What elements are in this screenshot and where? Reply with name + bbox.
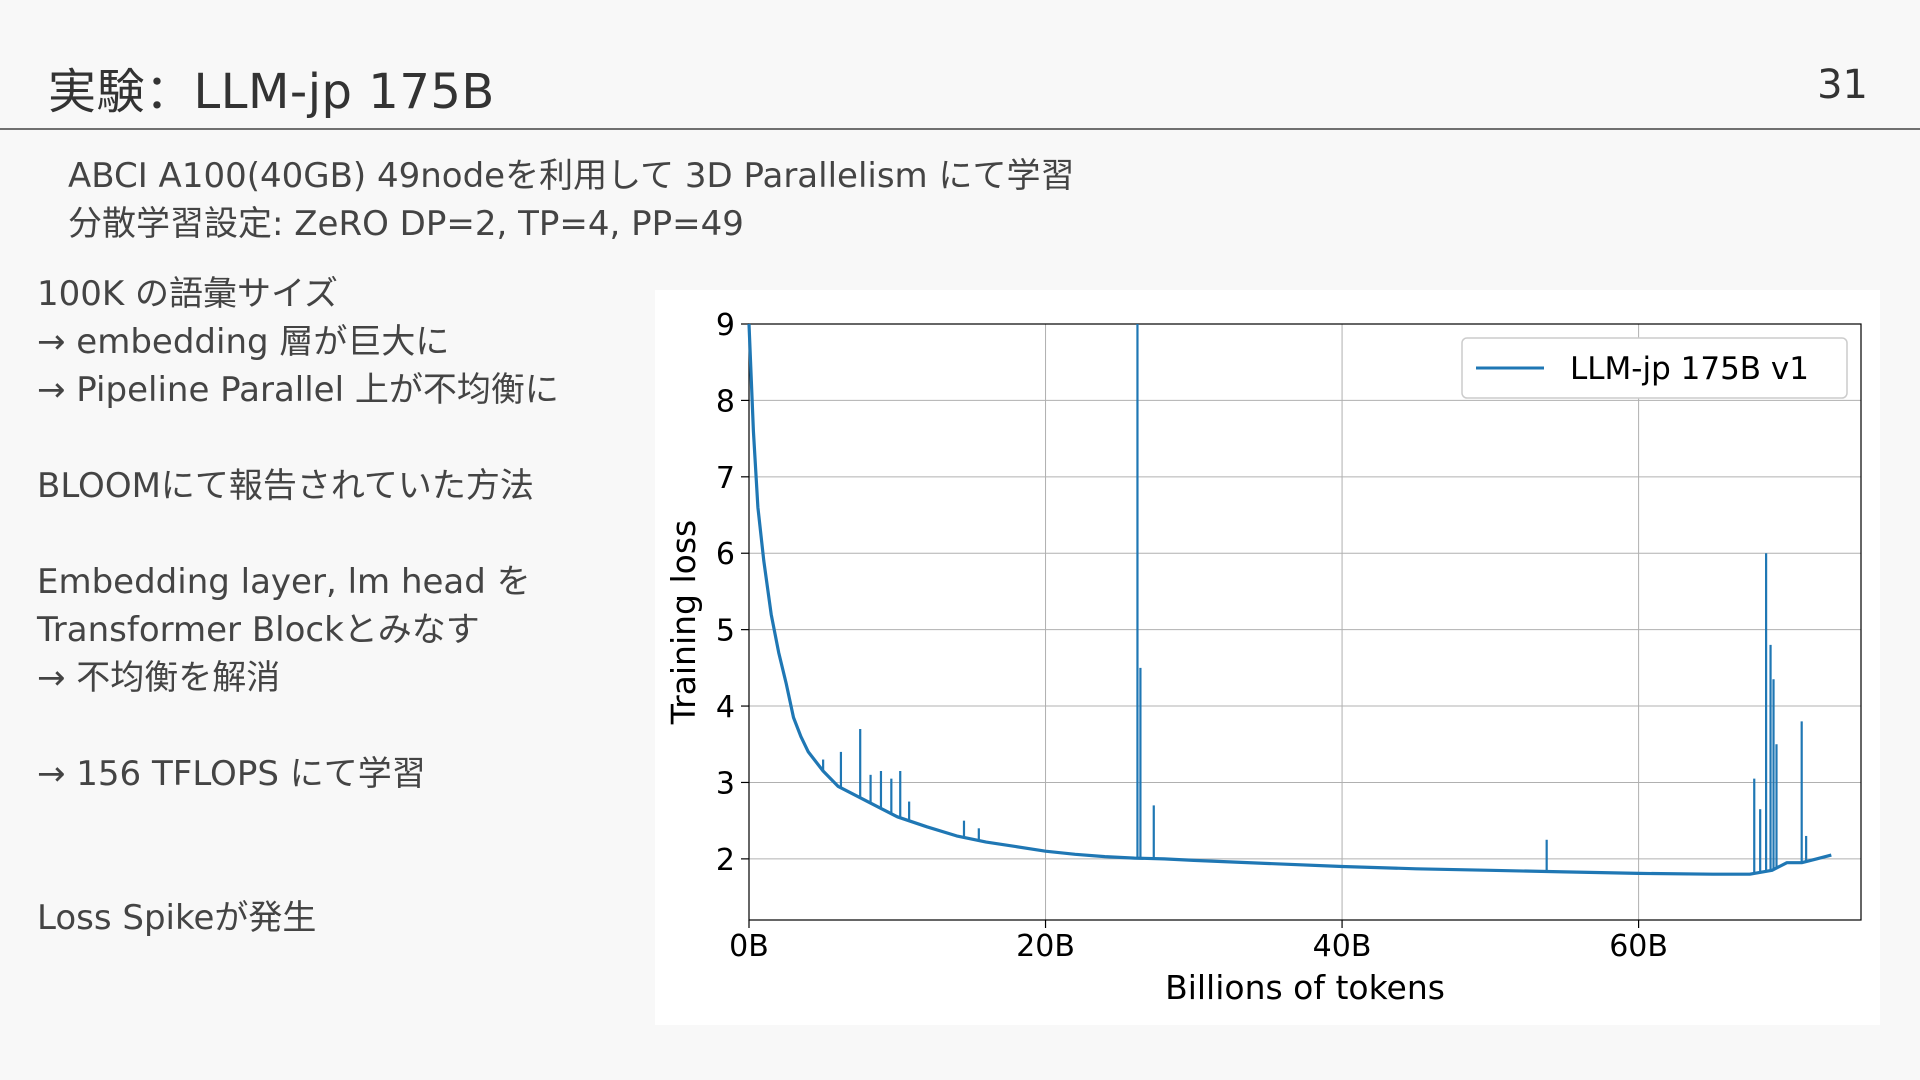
legend-label: LLM-jp 175B v1 [1570,351,1809,387]
chart-panel: 0B 20B 40B 60B 2 3 4 5 6 7 8 9 Billions of tokens Tra… [655,290,1880,1025]
subtitle-line-hardware: ABCI A100(40GB) 49nodeを利用して 3D Paralleli… [68,156,1075,196]
x-tick-label: 20B [1016,929,1075,964]
x-tick-label: 60B [1609,929,1668,964]
slide-title: 実験：LLM-jp 175B [48,64,495,120]
training-loss-chart: 0B 20B 40B 60B 2 3 4 5 6 7 8 9 Billions of tokens Tra… [664,308,1862,1007]
y-tick-label: 9 [716,308,735,343]
note-transformer-block: Transformer Blockとみなす [37,610,480,650]
plot-frame [748,323,1862,921]
note-tflops: → 156 TFLOPS にて学習 [37,754,426,794]
y-tick-label: 7 [716,461,735,496]
x-tick-label: 0B [729,929,769,964]
y-tick-label: 6 [716,537,735,572]
series-line [747,323,1832,876]
subtitle-block: ABCI A100(40GB) 49nodeを利用して 3D Paralleli… [68,152,1074,248]
y-tick-label: 8 [716,384,735,419]
note-resolve-imbalance: → 不均衡を解消 [37,658,281,698]
notes-column: 100K の語彙サイズ → embedding 層が巨大に → Pipeline… [37,270,637,942]
legend-box [1461,337,1848,399]
y-tick-label: 5 [716,614,735,649]
note-pipeline: → Pipeline Parallel 上が不均衡に [37,370,559,410]
subtitle-line-parallel-config: 分散学習設定: ZeRO DP=2, TP=4, PP=49 [68,204,744,244]
title-divider [0,128,1920,130]
y-tick-label: 3 [716,766,735,801]
note-vocab-size: 100K の語彙サイズ [37,274,338,314]
x-tick-label: 40B [1313,929,1372,964]
note-embedding: → embedding 層が巨大に [37,322,450,362]
y-axis-label: Training loss [664,520,703,725]
y-tick-label: 2 [716,843,735,878]
x-axis-label: Billions of tokens [1165,968,1445,1007]
note-bloom: BLOOMにて報告されていた方法 [37,466,534,506]
y-tick-label: 4 [716,690,735,725]
note-layers: Embedding layer, lm head を [37,562,531,602]
page-number: 31 [1817,62,1868,108]
note-loss-spike: Loss Spikeが発生 [37,898,317,938]
